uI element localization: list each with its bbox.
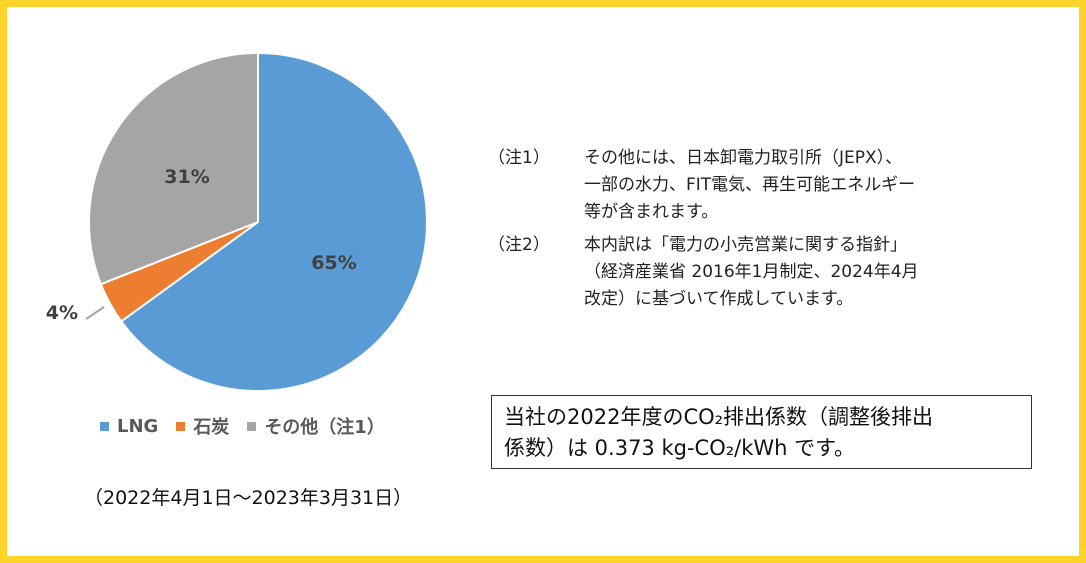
note-1-text: その他には、日本卸電力取引所（JEPX）、 一部の水力、FIT電気、再生可能エネ…	[584, 145, 1029, 226]
note-2-line-2: （経済産業省 2016年1月制定、2024年4月	[584, 262, 919, 282]
co2-line-2: 係数）は 0.373 kg-CO₂/kWh です。	[504, 436, 856, 460]
note-1-tag: （注1）	[488, 148, 550, 168]
note-2-text: 本内訳は「電力の小売営業に関する指針」 （経済産業省 2016年1月制定、202…	[584, 232, 1029, 313]
pie-slice-lng	[119, 51, 428, 392]
pie-slice-other	[88, 51, 259, 286]
note-1-line-1: その他には、日本卸電力取引所（JEPX）、	[584, 148, 903, 168]
note-2: （注2） 本内訳は「電力の小売営業に関する指針」 （経済産業省 2016年1月制…	[488, 232, 1048, 313]
note-2-tag: （注2）	[488, 235, 550, 255]
legend-label-other: その他（注1）	[264, 417, 385, 438]
chart-legend: LNG 石炭 その他（注1）	[100, 413, 403, 439]
legend-item-other: その他（注1）	[247, 413, 385, 439]
slice-label-lng: 65%	[311, 252, 356, 274]
note-1-line-2: 一部の水力、FIT電気、再生可能エネルギー	[584, 175, 916, 195]
co2-emission-box: 当社の2022年度のCO₂排出係数（調整後排出 係数）は 0.373 kg-CO…	[491, 395, 1032, 469]
legend-label-coal: 石炭	[193, 417, 230, 438]
legend-swatch-other	[247, 421, 257, 431]
slice-label-coal: 4%	[46, 302, 78, 324]
note-1: （注1） その他には、日本卸電力取引所（JEPX）、 一部の水力、FIT電気、再…	[488, 145, 1048, 226]
notes-block: （注1） その他には、日本卸電力取引所（JEPX）、 一部の水力、FIT電気、再…	[488, 145, 1048, 313]
legend-item-lng: LNG	[100, 416, 158, 437]
legend-swatch-lng	[100, 421, 109, 431]
period-text: （2022年4月1日～2023年3月31日）	[84, 487, 413, 509]
legend-swatch-coal	[176, 421, 186, 431]
legend-label-lng: LNG	[117, 415, 159, 437]
co2-line-1: 当社の2022年度のCO₂排出係数（調整後排出	[504, 405, 934, 429]
note-1-line-3: 等が含まれます。	[584, 202, 719, 222]
slice-label-other: 31%	[164, 166, 209, 188]
note-2-line-3: 改定）に基づいて作成しています。	[584, 289, 854, 309]
pie-slices	[88, 51, 428, 392]
slice-leader-line-coal	[85, 306, 105, 320]
legend-item-coal: 石炭	[176, 413, 229, 439]
note-2-line-1: 本内訳は「電力の小売営業に関する指針」	[584, 235, 907, 255]
